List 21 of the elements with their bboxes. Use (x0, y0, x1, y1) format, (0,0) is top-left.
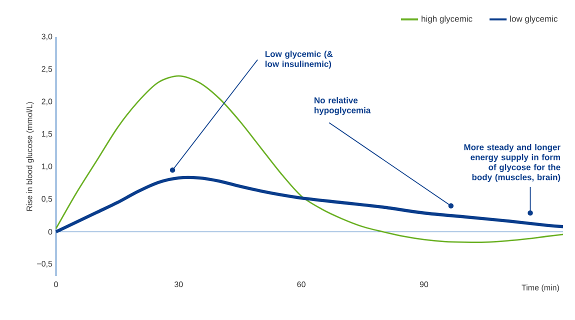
annotation: No relative hypoglycemia (314, 97, 371, 116)
y-tick-label: 0 (48, 228, 52, 235)
y-tick-label: 1,0 (42, 164, 52, 170)
annotation: More steady and longer energy supply in form of glycose for the body (muscles, brain) (464, 144, 560, 182)
annotation: Low glycemic (& low insulinemic) (265, 50, 333, 69)
x-tick-label: 60 (297, 282, 306, 288)
x-tick-label: 30 (174, 282, 183, 288)
legend-label: low glycemic (510, 16, 558, 24)
y-tick-label: −0,5 (37, 260, 52, 268)
line-series (55, 75, 564, 244)
x-tick-label: 90 (420, 282, 428, 288)
y-tick-label: 2,0 (42, 98, 52, 106)
line-series (54, 176, 565, 234)
x-tick-label: 0 (54, 282, 58, 288)
y-axis-title: Rise in blood glucose (mmol/L) (26, 102, 34, 211)
y-tick-label: 1,5 (42, 131, 52, 138)
legend-label: high glycemic (422, 16, 472, 24)
y-tick-label: 2,5 (42, 66, 52, 73)
y-tick-label: 0,5 (42, 196, 52, 203)
y-tick-label: 3,0 (42, 34, 52, 40)
x-axis-title: Time (min) (522, 284, 559, 292)
